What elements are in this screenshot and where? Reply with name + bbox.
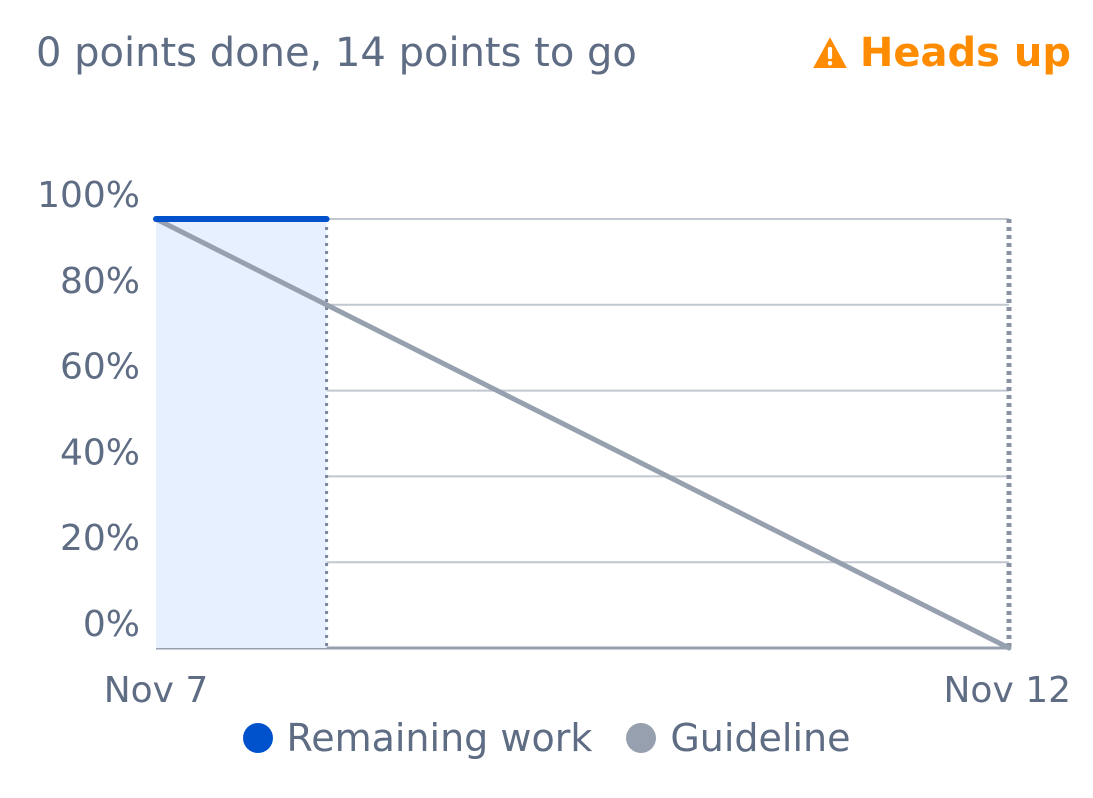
legend-item-guideline[interactable]: Guideline (626, 716, 851, 760)
legend-item-remaining-work[interactable]: Remaining work (242, 716, 593, 760)
legend-label: Remaining work (286, 716, 593, 760)
chart-series (153, 216, 1012, 651)
y-tick-label: 80% (60, 261, 140, 302)
warning-triangle-icon (812, 35, 848, 71)
heads-up-warning[interactable]: Heads up (812, 30, 1071, 76)
y-tick-label: 20% (60, 518, 140, 559)
y-tick-label: 60% (60, 347, 140, 388)
legend-label: Guideline (670, 716, 851, 760)
chart-areas (156, 219, 327, 648)
guideline-line (153, 216, 1012, 651)
legend-dot (242, 723, 273, 753)
remaining-work-area (156, 219, 327, 648)
heads-up-label: Heads up (859, 30, 1071, 76)
y-tick-label: 40% (60, 432, 140, 473)
burndown-chart: 0% 20% 40% 60% 80% 100% Nov 7 Nov 12 (37, 175, 1071, 710)
y-tick-label: 0% (83, 604, 140, 645)
y-tick-label: 100% (37, 175, 140, 216)
sprint-summary: 0 points done, 14 points to go (36, 30, 637, 76)
legend-dot (626, 723, 657, 753)
chart-markers (325, 219, 1012, 648)
x-tick-label: Nov 12 (943, 670, 1071, 710)
chart-legend: Remaining work Guideline (0, 716, 1093, 760)
x-tick-label: Nov 7 (104, 670, 209, 710)
x-axis-tick-labels: Nov 7 Nov 12 (104, 670, 1071, 710)
y-axis-tick-labels: 0% 20% 40% 60% 80% 100% (37, 175, 140, 645)
